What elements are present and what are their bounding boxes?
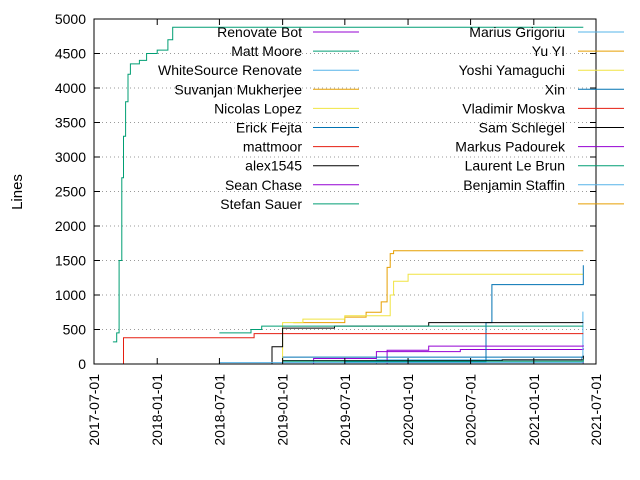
x-tick-label: 2018-01-01 — [149, 374, 165, 446]
y-tick-label: 1000 — [55, 287, 86, 303]
x-tick-label: 2019-01-01 — [275, 374, 291, 446]
legend-label: Matt Moore — [231, 43, 302, 59]
y-tick-label: 2000 — [55, 218, 86, 234]
y-axis: 0 500 1000 1500 2000 2500 3000 3500 4000 4500 5000 — [55, 11, 596, 372]
y-tick-label: 3000 — [55, 149, 86, 165]
y-tick-label: 5000 — [55, 11, 86, 27]
legend-label: Sam Schlegel — [479, 120, 565, 136]
legend-label: Marius Grigoriu — [469, 24, 565, 40]
series-line — [293, 250, 584, 324]
legend-label: Markus Padourek — [455, 139, 566, 155]
legend-label: WhiteSource Renovate — [158, 62, 302, 78]
series-line — [282, 355, 584, 362]
x-tick-label: 2017-07-01 — [86, 374, 102, 446]
legend-label: Suvanjan Mukherjee — [174, 81, 302, 97]
x-axis: 2017-07-01 2018-01-01 2018-07-01 2019-01-01… — [86, 19, 604, 446]
legend-label: Stefan Sauer — [220, 196, 302, 212]
legend-label: mattmoor — [243, 139, 302, 155]
series-line — [282, 359, 584, 362]
series-line — [112, 26, 584, 343]
legend-label: Sean Chase — [225, 177, 302, 193]
x-tick-label: 2019-07-01 — [337, 374, 353, 446]
legend-label: Erick Fejta — [236, 120, 302, 136]
legend: Renovate Bot Matt Moore WhiteSource Renova… — [158, 24, 624, 212]
y-tick-label: 1500 — [55, 253, 86, 269]
y-tick-label: 0 — [78, 356, 86, 372]
legend-label: Benjamin Staffin — [463, 177, 565, 193]
legend-label: Yoshi Yamaguchi — [459, 62, 565, 78]
legend-label: Xin — [545, 81, 565, 97]
y-tick-label: 4000 — [55, 80, 86, 96]
y-tick-label: 2500 — [55, 184, 86, 200]
series-line — [219, 325, 584, 334]
y-tick-label: 4500 — [55, 46, 86, 62]
series-line — [261, 322, 584, 365]
x-tick-label: 2021-01-01 — [526, 374, 542, 446]
legend-label: Renovate Bot — [217, 24, 302, 40]
series-line — [269, 273, 584, 365]
y-tick-label: 500 — [63, 322, 87, 338]
legend-label: Nicolas Lopez — [214, 100, 302, 116]
legend-label: Vladimir Moskva — [462, 100, 565, 116]
legend-label: alex1545 — [245, 158, 302, 174]
y-tick-label: 3500 — [55, 115, 86, 131]
x-tick-label: 2020-01-01 — [400, 374, 416, 446]
y-axis-label: Lines — [9, 174, 26, 210]
x-tick-label: 2020-07-01 — [463, 374, 479, 446]
series-line — [282, 355, 584, 358]
x-tick-label: 2021-07-01 — [588, 374, 604, 446]
legend-label: Laurent Le Brun — [465, 158, 565, 174]
x-tick-label: 2018-07-01 — [211, 374, 227, 446]
legend-label: Yu YI — [532, 43, 565, 59]
